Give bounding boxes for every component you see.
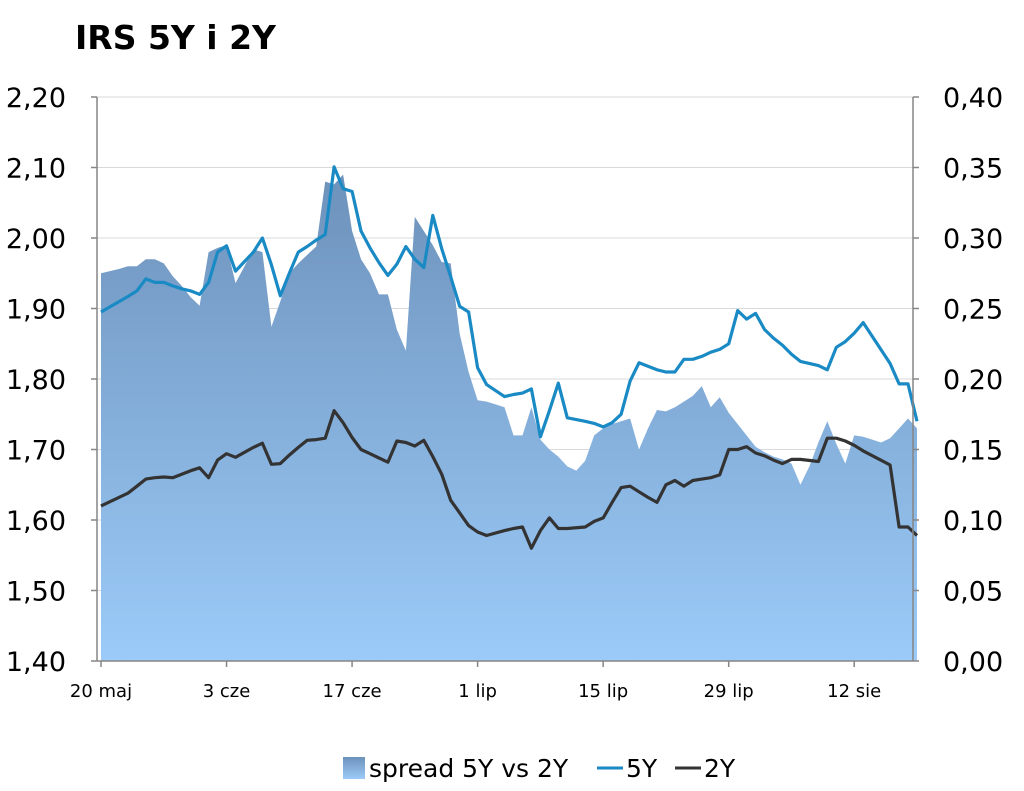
right-tick-label: 0,15: [943, 436, 1003, 467]
x-axis-ticks: 20 maj 3 cze 17 cze 1 lip 15 lip 29 lip 12 sie: [70, 681, 881, 702]
x-tick-label: 15 lip: [578, 681, 628, 702]
spread-area: [101, 174, 917, 661]
legend-spread-label: spread 5Y vs 2Y: [369, 754, 569, 783]
left-tick-label: 2,20: [6, 83, 66, 114]
legend: spread 5Y vs 2Y 5Y 2Y: [343, 754, 736, 783]
line-5y: [100, 165, 919, 439]
right-axis-ticks: 0,00 0,05 0,10 0,15 0,20 0,25 0,30 0,35 0,40: [943, 83, 1003, 678]
axes: [91, 96, 919, 667]
left-tick-label: 2,00: [6, 224, 66, 255]
legend-2y-label: 2Y: [704, 754, 736, 783]
x-tick-label: 17 cze: [323, 681, 382, 702]
left-tick-label: 1,60: [6, 506, 66, 537]
left-tick-label: 2,10: [6, 154, 66, 185]
right-tick-label: 0,05: [943, 577, 1003, 608]
right-tick-label: 0,00: [943, 647, 1003, 678]
x-tick-label: 29 lip: [704, 681, 754, 702]
left-tick-label: 1,80: [6, 365, 66, 396]
x-tick-label: 12 sie: [827, 681, 881, 702]
line-2y: [100, 409, 919, 550]
chart-title: IRS 5Y i 2Y: [75, 18, 277, 57]
right-tick-label: 0,30: [943, 224, 1003, 255]
legend-5y-label: 5Y: [626, 754, 658, 783]
left-tick-label: 1,50: [6, 577, 66, 608]
right-tick-label: 0,35: [943, 154, 1003, 185]
lines-layer: [100, 165, 919, 550]
x-tick-label: 3 cze: [203, 681, 251, 702]
right-tick-label: 0,25: [943, 295, 1003, 326]
x-tick-label: 20 maj: [70, 681, 132, 702]
x-tick-label: 1 lip: [458, 681, 497, 702]
right-tick-label: 0,40: [943, 83, 1003, 114]
legend-spread-swatch: [343, 757, 365, 779]
left-tick-label: 1,40: [6, 647, 66, 678]
left-axis-ticks: 1,40 1,50 1,60 1,70 1,80 1,90 2,00 2,10 2,20: [6, 83, 66, 678]
spread-area-layer: [101, 174, 917, 661]
left-tick-label: 1,70: [6, 436, 66, 467]
left-tick-label: 1,90: [6, 295, 66, 326]
right-tick-label: 0,10: [943, 506, 1003, 537]
right-tick-label: 0,20: [943, 365, 1003, 396]
